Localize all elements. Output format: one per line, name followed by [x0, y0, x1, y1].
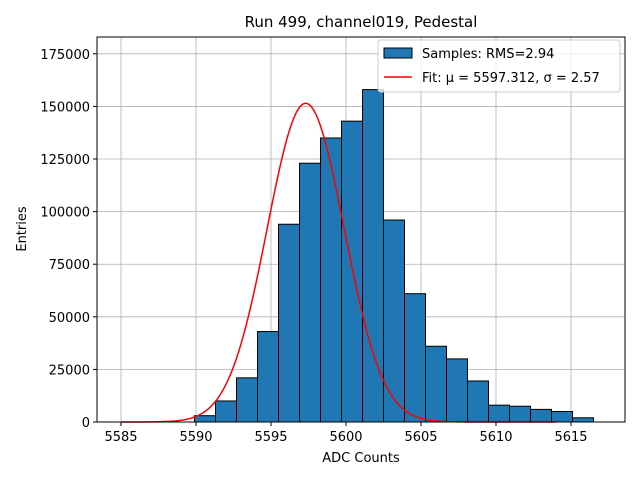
x-axis-label: ADC Counts — [322, 451, 400, 466]
x-tick-label: 5615 — [554, 430, 587, 445]
histogram-bar — [215, 400, 237, 423]
histogram-bar — [383, 219, 405, 423]
histogram-bar — [446, 358, 468, 423]
histogram-bar — [509, 405, 531, 423]
histogram-bar — [488, 404, 510, 423]
legend-histogram-label: Samples: RMS=2.94 — [422, 47, 554, 62]
histogram-bar — [551, 410, 573, 423]
histogram-bar — [236, 377, 258, 423]
x-tick-label: 5595 — [254, 430, 287, 445]
x-tick-label: 5585 — [104, 430, 137, 445]
y-tick-label: 75000 — [49, 258, 90, 273]
y-axis-ticks: 0 25000 50000 75000 100000 125000 150000 175000 — [40, 48, 97, 431]
y-tick-label: 125000 — [40, 153, 90, 168]
y-axis-label: Entries — [15, 206, 30, 252]
histogram-bar — [194, 415, 216, 423]
chart-title: Run 499, channel019, Pedestal — [245, 13, 478, 31]
histogram-bar — [278, 223, 300, 423]
x-tick-label: 5610 — [479, 430, 512, 445]
x-tick-label: 5605 — [404, 430, 437, 445]
y-tick-label: 100000 — [40, 206, 90, 221]
histogram-bar — [425, 345, 447, 423]
histogram-bar — [572, 417, 594, 423]
histogram-bar — [320, 137, 342, 423]
y-tick-label: 175000 — [40, 48, 90, 63]
legend-histogram-swatch — [383, 47, 413, 59]
plot-frame — [96, 36, 626, 423]
y-tick-label: 50000 — [49, 311, 90, 326]
histogram-bar — [299, 162, 321, 423]
x-tick-label: 5600 — [329, 430, 362, 445]
y-tick-label: 0 — [82, 416, 90, 431]
x-tick-label: 5590 — [179, 430, 212, 445]
y-tick-label: 150000 — [40, 100, 90, 115]
legend-box — [377, 39, 621, 93]
legend-fit-label: Fit: μ = 5597.312, σ = 2.57 — [422, 71, 600, 86]
histogram-bars — [194, 89, 594, 423]
x-axis-ticks: 5585 5590 5595 5600 5605 5610 5615 — [104, 422, 588, 445]
histogram-bar — [257, 331, 279, 423]
histogram-bar — [467, 380, 489, 423]
legend: Samples: RMS=2.94 Fit: μ = 5597.312, σ =… — [377, 39, 621, 93]
histogram-bar — [341, 120, 363, 423]
histogram-bar — [404, 293, 426, 423]
y-tick-label: 25000 — [49, 363, 90, 378]
histogram-bar — [530, 408, 552, 423]
